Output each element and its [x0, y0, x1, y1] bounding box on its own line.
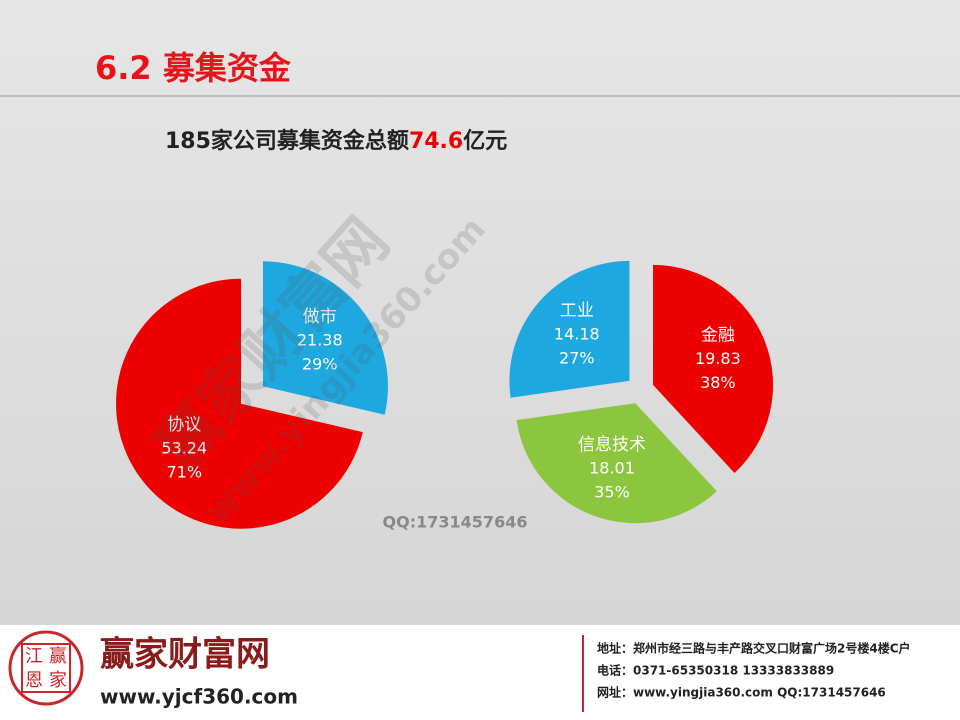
logo-char: 恩 — [25, 670, 43, 691]
subtitle: 185家公司募集资金总额74.6亿元 — [165, 128, 507, 154]
share-label: 27% — [559, 349, 595, 368]
pie-slice — [653, 264, 774, 473]
slide-title: 6.2 募集资金 — [95, 49, 292, 87]
pie-slice — [116, 278, 363, 529]
slice-label: 做市 — [303, 307, 337, 327]
pie-slice — [516, 403, 717, 524]
logo-char: 家 — [49, 670, 67, 691]
slice-label: 金融 — [701, 326, 735, 346]
value-label: 18.01 — [589, 458, 635, 477]
annotation: QQ:1731457646 — [383, 513, 528, 532]
brand: 赢家财富网 — [100, 635, 270, 675]
logo-char: 江 — [25, 646, 43, 667]
charts: 做市 21.38 29% 协议 53.24 71% 金融 19.83 38% 信息技术 18.01 3… — [116, 260, 774, 529]
subtitle-text: 亿元 — [463, 129, 507, 154]
value-label: 14.18 — [554, 325, 600, 344]
share-label: 71% — [166, 462, 202, 481]
slice-label: 工业 — [560, 301, 594, 321]
logo-char: 赢 — [49, 645, 67, 667]
logo-ring — [8, 630, 84, 706]
slice-label: 协议 — [167, 415, 201, 435]
share-label: 29% — [302, 355, 338, 374]
share-label: 38% — [700, 373, 736, 392]
logo-box — [21, 643, 71, 693]
subtitle-highlight: 74.6 — [409, 129, 463, 154]
address: 地址：郑州市经三路与丰产路交叉口财富广场2号楼4楼C户 — [597, 641, 911, 656]
footer — [0, 625, 960, 720]
web: 网址：www.yingjia360.com QQ:1731457646 — [597, 685, 886, 700]
site: www.yjcf360.com — [100, 685, 298, 709]
value-label: 21.38 — [297, 331, 343, 350]
phone: 电话：0371-65350318 13333833889 — [597, 663, 834, 678]
value-label: 53.24 — [161, 438, 207, 457]
subtitle-text: 185家公司募集资金总额 — [165, 128, 409, 154]
share-label: 35% — [594, 482, 630, 501]
pie-slice — [262, 261, 388, 415]
value-label: 19.83 — [695, 349, 741, 368]
slice-label: 信息技术 — [578, 435, 646, 455]
pie-slice — [509, 260, 630, 398]
